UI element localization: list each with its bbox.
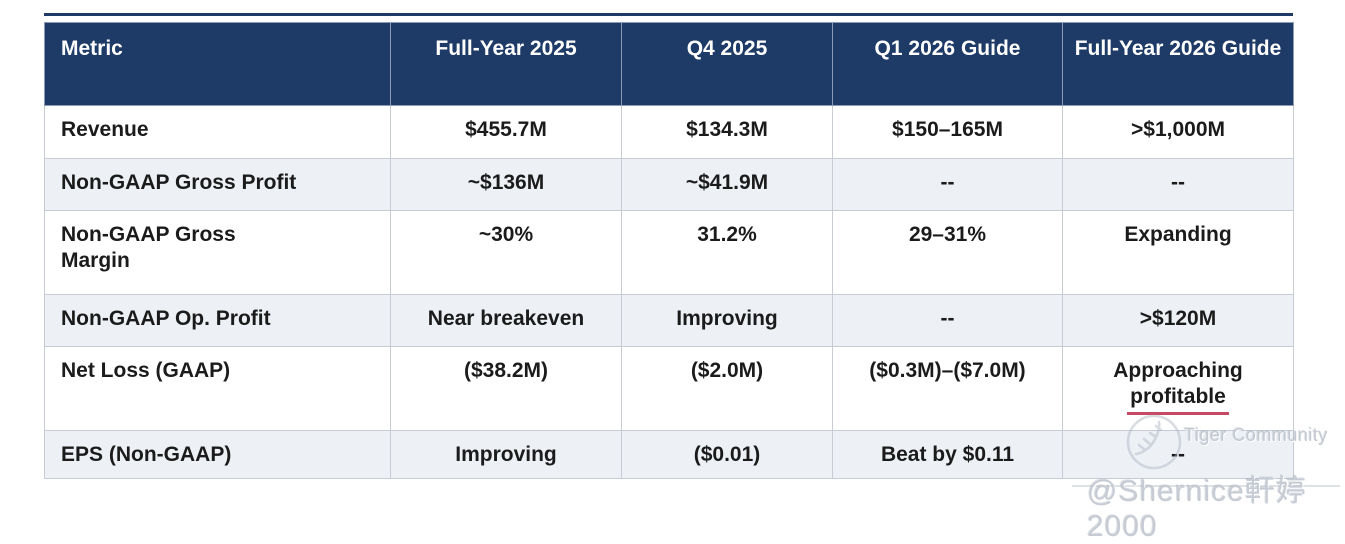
gross-margin-metric-line2: Margin bbox=[61, 249, 130, 273]
gross-margin-q4-2025-cell: 31.2% bbox=[621, 210, 833, 295]
op-profit-metric-cell: Non-GAAP Op. Profit bbox=[44, 294, 391, 347]
column-header-q1-2026-guide: Q1 2026 Guide bbox=[832, 22, 1063, 106]
eps-q1-2026-cell: Beat by $0.11 bbox=[832, 430, 1063, 479]
eps-q4-2025-cell: ($0.01) bbox=[621, 430, 833, 479]
net-loss-q4-2025-cell: ($2.0M) bbox=[621, 346, 833, 431]
table-row-gross-margin: Non-GAAP Gross Margin ~30% 31.2% 29–31% E… bbox=[44, 210, 1294, 295]
revenue-q4-2025-cell: $134.3M bbox=[621, 105, 833, 159]
net-loss-fy2026-line1: Approaching bbox=[1113, 359, 1243, 382]
gross-margin-q1-2026-cell: 29–31% bbox=[832, 210, 1063, 295]
eps-metric-cell: EPS (Non-GAAP) bbox=[44, 430, 391, 479]
op-profit-q4-2025-cell: Improving bbox=[621, 294, 833, 347]
watermark-rule bbox=[1072, 485, 1340, 487]
revenue-q1-2026-cell: $150–165M bbox=[832, 105, 1063, 159]
gross-profit-fy2026-cell: -- bbox=[1062, 158, 1294, 211]
column-header-fy2026-guide: Full-Year 2026 Guide bbox=[1062, 22, 1294, 106]
revenue-fy2026-cell: >$1,000M bbox=[1062, 105, 1294, 159]
tiger-community-logo-icon bbox=[1123, 411, 1185, 480]
financial-metrics-table: Metric Full-Year 2025 Q4 2025 Q1 2026 Gu… bbox=[44, 22, 1294, 479]
column-header-q4-2025: Q4 2025 bbox=[621, 22, 833, 106]
table-row-revenue: Revenue $455.7M $134.3M $150–165M >$1,00… bbox=[44, 105, 1294, 159]
net-loss-metric-cell: Net Loss (GAAP) bbox=[44, 346, 391, 431]
top-divider-rule bbox=[44, 13, 1293, 16]
revenue-metric-cell: Revenue bbox=[44, 105, 391, 159]
table-row-op-profit: Non-GAAP Op. Profit Near breakeven Impro… bbox=[44, 294, 1294, 347]
header-row: Metric Full-Year 2025 Q4 2025 Q1 2026 Gu… bbox=[44, 22, 1294, 106]
watermark-handle-text: @Shernice軒婷2000 bbox=[1087, 475, 1307, 543]
gross-profit-fy2025-cell: ~$136M bbox=[390, 158, 622, 211]
eps-fy2025-cell: Improving bbox=[390, 430, 622, 479]
table-row-eps: EPS (Non-GAAP) Improving ($0.01) Beat by… bbox=[44, 430, 1294, 479]
net-loss-fy2025-cell: ($38.2M) bbox=[390, 346, 622, 431]
column-header-fy2025: Full-Year 2025 bbox=[390, 22, 622, 106]
table-row-gross-profit: Non-GAAP Gross Profit ~$136M ~$41.9M -- … bbox=[44, 158, 1294, 211]
column-header-metric: Metric bbox=[44, 22, 391, 106]
gross-margin-fy2026-cell: Expanding bbox=[1062, 210, 1294, 295]
gross-profit-q4-2025-cell: ~$41.9M bbox=[621, 158, 833, 211]
op-profit-fy2025-cell: Near breakeven bbox=[390, 294, 622, 347]
op-profit-q1-2026-cell: -- bbox=[832, 294, 1063, 347]
net-loss-fy2026-line2-underlined: profitable bbox=[1127, 384, 1229, 415]
watermark-brand-text: Tiger Community bbox=[1184, 425, 1328, 445]
eps-fy2026-cell: -- bbox=[1062, 430, 1294, 479]
gross-profit-q1-2026-cell: -- bbox=[832, 158, 1063, 211]
gross-margin-metric-cell: Non-GAAP Gross Margin bbox=[44, 210, 391, 295]
revenue-fy2025-cell: $455.7M bbox=[390, 105, 622, 159]
net-loss-q1-2026-cell: ($0.3M)–($7.0M) bbox=[832, 346, 1063, 431]
gross-profit-metric-cell: Non-GAAP Gross Profit bbox=[44, 158, 391, 211]
table-row-net-loss: Net Loss (GAAP) ($38.2M) ($2.0M) ($0.3M)… bbox=[44, 346, 1294, 431]
net-loss-fy2026-cell: Approaching profitable bbox=[1062, 346, 1294, 431]
op-profit-fy2026-cell: >$120M bbox=[1062, 294, 1294, 347]
gross-margin-fy2025-cell: ~30% bbox=[390, 210, 622, 295]
gross-margin-metric-line1: Non-GAAP Gross bbox=[61, 223, 236, 246]
